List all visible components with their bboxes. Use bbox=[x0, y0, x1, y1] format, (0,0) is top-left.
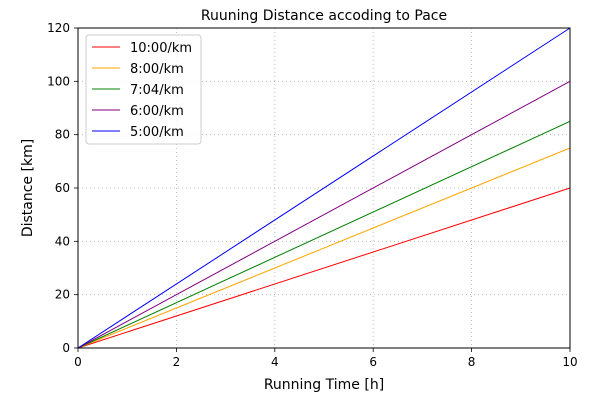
y-tick-label: 120 bbox=[47, 21, 70, 35]
series-line-5 bbox=[77, 27, 571, 349]
x-axis-label: Running Time [h] bbox=[264, 377, 384, 393]
y-tick-label: 0 bbox=[62, 341, 70, 355]
x-tick-label: 4 bbox=[271, 355, 279, 369]
y-axis: 0 20 40 60 80 100 120 bbox=[47, 21, 78, 355]
x-tick-label: 0 bbox=[74, 355, 82, 369]
y-tick-label: 100 bbox=[47, 74, 70, 88]
y-tick-label: 80 bbox=[55, 128, 70, 142]
legend-label: 6:00/km bbox=[130, 104, 184, 119]
series-line-4 bbox=[77, 80, 571, 349]
y-tick-label: 20 bbox=[55, 288, 70, 302]
legend-label: 5:00/km bbox=[130, 125, 184, 140]
series-line-2 bbox=[77, 147, 571, 349]
x-tick-label: 2 bbox=[173, 355, 181, 369]
y-tick-label: 60 bbox=[55, 181, 70, 195]
series-line-1 bbox=[77, 187, 571, 349]
x-tick-label: 10 bbox=[562, 355, 577, 369]
legend-label: 8:00/km bbox=[130, 62, 184, 77]
y-tick-label: 40 bbox=[55, 234, 70, 248]
legend: 10:00/km 8:00/km 7:04/km 6:00/km 5:00/km bbox=[85, 34, 202, 145]
x-tick-label: 8 bbox=[468, 355, 476, 369]
y-axis-label: Distance [km] bbox=[20, 139, 36, 237]
legend-box bbox=[85, 34, 202, 145]
legend-label: 10:00/km bbox=[130, 41, 192, 56]
series-line-3 bbox=[77, 120, 571, 349]
x-tick-label: 6 bbox=[369, 355, 377, 369]
x-axis: 0 2 4 6 8 10 bbox=[74, 348, 578, 369]
series-lines bbox=[77, 27, 571, 349]
legend-label: 7:04/km bbox=[130, 83, 184, 98]
chart-title: Ruuning Distance accoding to Pace bbox=[201, 8, 447, 24]
